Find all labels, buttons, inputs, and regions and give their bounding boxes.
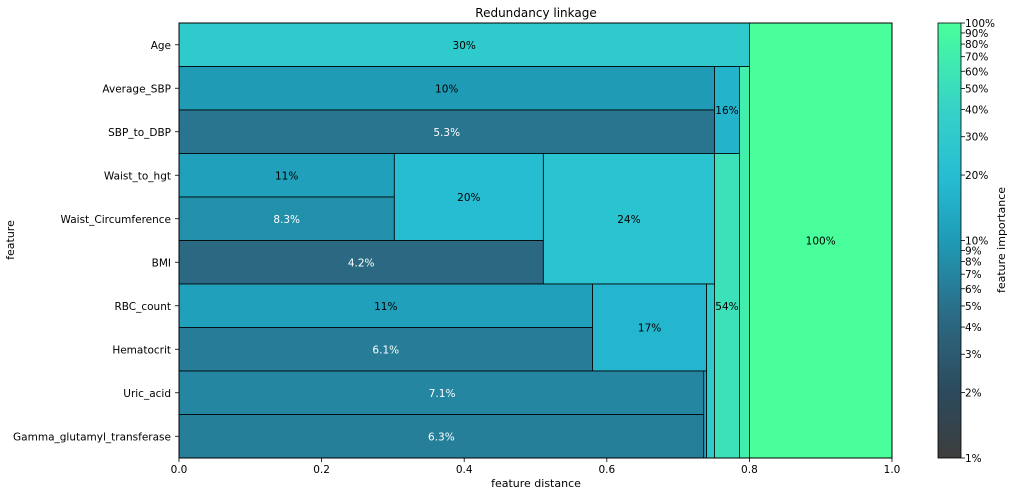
colorbar-tick-label: 5% <box>965 301 982 313</box>
x-axis: 0.0 0.2 0.4 0.6 0.8 1.0 <box>171 458 901 476</box>
linkage-block <box>592 283 708 372</box>
colorbar-tick-label: 40% <box>965 105 988 117</box>
colorbar-tick-label: 100% <box>965 18 995 30</box>
linkage-block <box>178 370 706 415</box>
y-tick-label: BMI <box>152 257 171 269</box>
linkage-block <box>178 196 395 241</box>
block-label: 7.1% <box>429 388 456 400</box>
linkage-block <box>178 22 750 67</box>
block-label: 11% <box>275 170 298 182</box>
block-label: 8.3% <box>273 214 300 226</box>
colorbar-tick-label: 3% <box>965 349 982 361</box>
block-label: 54% <box>715 301 738 313</box>
colorbar-tick-label: 90% <box>965 28 988 40</box>
colorbar-tick-label: 2% <box>965 388 982 400</box>
plot-frame <box>178 22 893 459</box>
colorbar-tick-label: 1% <box>965 453 982 465</box>
block-labels-layer: 30% 10% 5.3% 16% 11% 8.3% 20% 4.2% 24% 11% 6.1% 17%… <box>273 40 835 444</box>
x-tick-label: 0.4 <box>456 464 473 476</box>
y-tick-label: SBP_to_DBP <box>108 127 171 139</box>
linkage-block <box>749 22 893 459</box>
block-label: 11% <box>374 301 397 313</box>
colorbar-tick-label: 10% <box>965 236 988 248</box>
colorbar-tick-label: 4% <box>965 322 982 334</box>
colorbar <box>937 22 962 459</box>
block-label: 4.2% <box>348 257 375 269</box>
block-label: 20% <box>457 192 480 204</box>
linkage-block <box>178 153 395 198</box>
block-label: 16% <box>715 105 738 117</box>
y-tick-label: Uric_acid <box>123 388 171 400</box>
colorbar-tick-label: 6% <box>965 284 982 296</box>
y-tick-label: Age <box>151 40 171 52</box>
block-label: 100% <box>806 236 836 248</box>
block-label: 30% <box>453 40 476 52</box>
linkage-block <box>178 66 715 111</box>
block-label: 6.3% <box>428 431 455 443</box>
colorbar-ticks: 1% 2% 3% 4% 5% 6% 7%8%9%10% 20% 30% 40% 50% 60% 70%8… <box>961 18 995 465</box>
x-axis-label: feature distance <box>491 477 581 490</box>
y-axis-label: feature <box>4 220 17 260</box>
x-tick-label: 0.8 <box>741 464 758 476</box>
x-tick-label: 0.0 <box>171 464 188 476</box>
colorbar-label: feature importance <box>995 187 1008 293</box>
colorbar-tick-label: 30% <box>965 132 988 144</box>
blocks-layer <box>178 22 893 459</box>
colorbar-tick-label: 9% <box>965 245 982 257</box>
colorbar-tick-label: 20% <box>965 170 988 182</box>
block-label: 17% <box>638 323 661 335</box>
y-tick-label: Gamma_glutamyl_transferase <box>13 431 171 443</box>
y-tick-label: Waist_Circumference <box>61 214 171 226</box>
y-tick-label: RBC_count <box>114 301 171 313</box>
block-label: 6.1% <box>372 344 399 356</box>
linkage-block <box>706 283 715 459</box>
linkage-block <box>178 283 593 328</box>
block-label: 24% <box>617 214 640 226</box>
y-axis: Age Average_SBP SBP_to_DBP Waist_to_hgt Wais… <box>13 40 179 443</box>
x-tick-label: 0.2 <box>313 464 330 476</box>
colorbar-tick-label: 60% <box>965 66 988 78</box>
linkage-block <box>178 109 715 154</box>
y-tick-label: Average_SBP <box>102 83 171 95</box>
y-tick-label: Waist_to_hgt <box>104 170 171 182</box>
chart-title: Redundancy linkage <box>475 6 596 20</box>
linkage-block <box>739 66 750 459</box>
linkage-block <box>703 370 708 459</box>
linkage-block <box>178 414 705 459</box>
block-label: 5.3% <box>433 127 460 139</box>
colorbar-tick-label: 80% <box>965 39 988 51</box>
colorbar-tick-label: 7% <box>965 269 982 281</box>
block-label: 10% <box>435 83 458 95</box>
x-tick-label: 1.0 <box>884 464 901 476</box>
colorbar-tick-label: 8% <box>965 257 982 269</box>
colorbar-tick-label: 50% <box>965 83 988 95</box>
x-tick-label: 0.6 <box>598 464 615 476</box>
y-tick-label: Hematocrit <box>112 344 171 356</box>
colorbar-tick-label: 70% <box>965 52 988 64</box>
